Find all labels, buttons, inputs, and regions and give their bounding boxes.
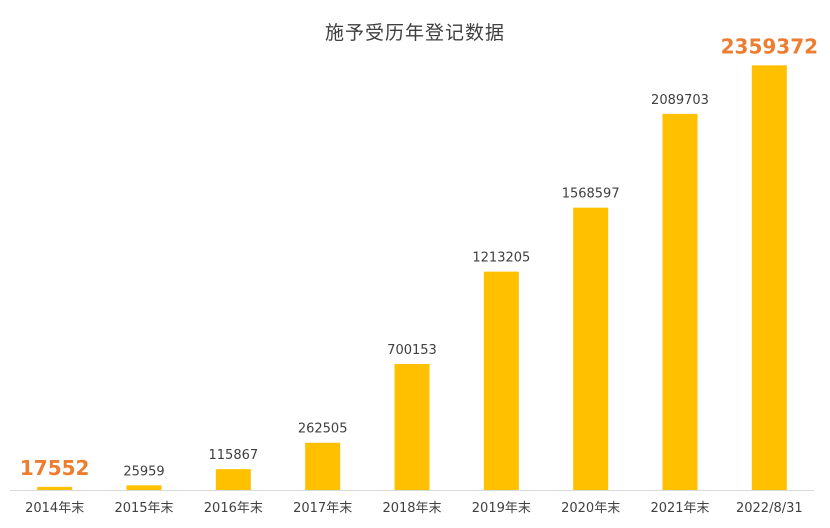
x-tick-label: 2017年末 bbox=[293, 501, 352, 516]
x-tick-label: 2022/8/31 bbox=[736, 501, 803, 516]
x-tick-label: 2016年末 bbox=[204, 501, 263, 516]
data-label: 115867 bbox=[209, 448, 259, 463]
x-tick-label: 2018年末 bbox=[382, 501, 441, 516]
x-tick-label: 2014年末 bbox=[25, 501, 84, 516]
chart-title: 施予受历年登记数据 bbox=[324, 22, 505, 44]
bar bbox=[662, 113, 698, 491]
data-label: 700153 bbox=[387, 343, 437, 358]
bar bbox=[751, 65, 787, 490]
bar bbox=[305, 442, 341, 490]
x-tick-label: 2015年末 bbox=[114, 501, 173, 516]
bar bbox=[126, 485, 162, 490]
data-label: 2359372 bbox=[721, 34, 818, 58]
bar bbox=[483, 271, 519, 490]
bar bbox=[37, 486, 73, 490]
x-tick-label: 2020年末 bbox=[561, 501, 620, 516]
x-tick-label: 2019年末 bbox=[472, 501, 531, 516]
data-label: 25959 bbox=[123, 464, 164, 479]
data-label: 1213205 bbox=[472, 251, 530, 266]
data-label: 262505 bbox=[298, 422, 348, 437]
bar bbox=[573, 207, 609, 491]
data-label: 2089703 bbox=[651, 93, 709, 108]
data-label: 17552 bbox=[20, 456, 90, 480]
x-tick-label: 2021年末 bbox=[650, 501, 709, 516]
bar bbox=[394, 363, 430, 490]
data-label: 1568597 bbox=[562, 187, 620, 202]
bar bbox=[215, 469, 251, 490]
